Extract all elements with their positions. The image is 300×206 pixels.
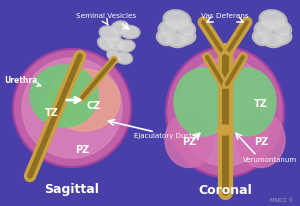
Ellipse shape: [218, 68, 276, 136]
Ellipse shape: [98, 37, 114, 51]
Ellipse shape: [277, 33, 289, 43]
Ellipse shape: [174, 68, 232, 136]
Text: TZ: TZ: [45, 108, 59, 118]
Ellipse shape: [259, 10, 287, 30]
Text: Ejaculatory Ducts: Ejaculatory Ducts: [134, 133, 196, 139]
Ellipse shape: [100, 39, 112, 49]
Ellipse shape: [253, 30, 269, 46]
Ellipse shape: [109, 51, 119, 61]
Ellipse shape: [256, 22, 273, 34]
Ellipse shape: [157, 30, 173, 46]
Ellipse shape: [122, 27, 138, 37]
Ellipse shape: [169, 34, 185, 46]
Ellipse shape: [166, 12, 188, 28]
Ellipse shape: [262, 33, 284, 48]
Text: Vas Deferens: Vas Deferens: [201, 13, 249, 19]
Ellipse shape: [166, 47, 284, 177]
Text: Verumontanum: Verumontanum: [243, 157, 297, 163]
Text: Sagittal: Sagittal: [45, 184, 99, 197]
Ellipse shape: [177, 21, 193, 35]
Ellipse shape: [22, 58, 122, 158]
Ellipse shape: [163, 10, 191, 30]
Ellipse shape: [265, 34, 281, 46]
Ellipse shape: [177, 58, 273, 166]
Ellipse shape: [113, 22, 127, 34]
Ellipse shape: [117, 40, 135, 52]
Text: TZ: TZ: [254, 99, 268, 109]
Ellipse shape: [108, 38, 124, 50]
Ellipse shape: [158, 20, 180, 36]
Text: PZ: PZ: [254, 137, 268, 147]
Ellipse shape: [255, 33, 267, 43]
Ellipse shape: [237, 112, 285, 167]
Ellipse shape: [274, 31, 292, 45]
Ellipse shape: [175, 19, 196, 37]
Ellipse shape: [118, 53, 130, 63]
Ellipse shape: [99, 26, 121, 42]
Ellipse shape: [262, 12, 284, 28]
Text: Coronal: Coronal: [198, 184, 252, 197]
Ellipse shape: [119, 41, 133, 50]
Ellipse shape: [273, 21, 289, 35]
Ellipse shape: [271, 19, 292, 37]
Text: PZ: PZ: [75, 145, 89, 155]
Text: Urethra: Urethra: [4, 76, 40, 86]
Ellipse shape: [159, 33, 171, 43]
Ellipse shape: [178, 31, 196, 45]
Ellipse shape: [48, 69, 120, 131]
Ellipse shape: [181, 33, 193, 43]
Text: PZ: PZ: [182, 137, 196, 147]
Ellipse shape: [107, 49, 121, 63]
Ellipse shape: [120, 26, 140, 39]
Text: MSKCC ©: MSKCC ©: [270, 198, 293, 202]
Ellipse shape: [217, 125, 233, 135]
Ellipse shape: [166, 33, 188, 48]
Text: Seminal Vesicles: Seminal Vesicles: [76, 13, 136, 19]
Ellipse shape: [101, 28, 119, 40]
Ellipse shape: [165, 112, 213, 167]
Text: CZ: CZ: [87, 101, 101, 111]
Ellipse shape: [160, 22, 177, 34]
Ellipse shape: [111, 21, 129, 35]
Ellipse shape: [30, 65, 98, 127]
Ellipse shape: [116, 52, 132, 64]
Ellipse shape: [106, 37, 126, 51]
Ellipse shape: [13, 49, 131, 167]
Ellipse shape: [254, 20, 276, 36]
